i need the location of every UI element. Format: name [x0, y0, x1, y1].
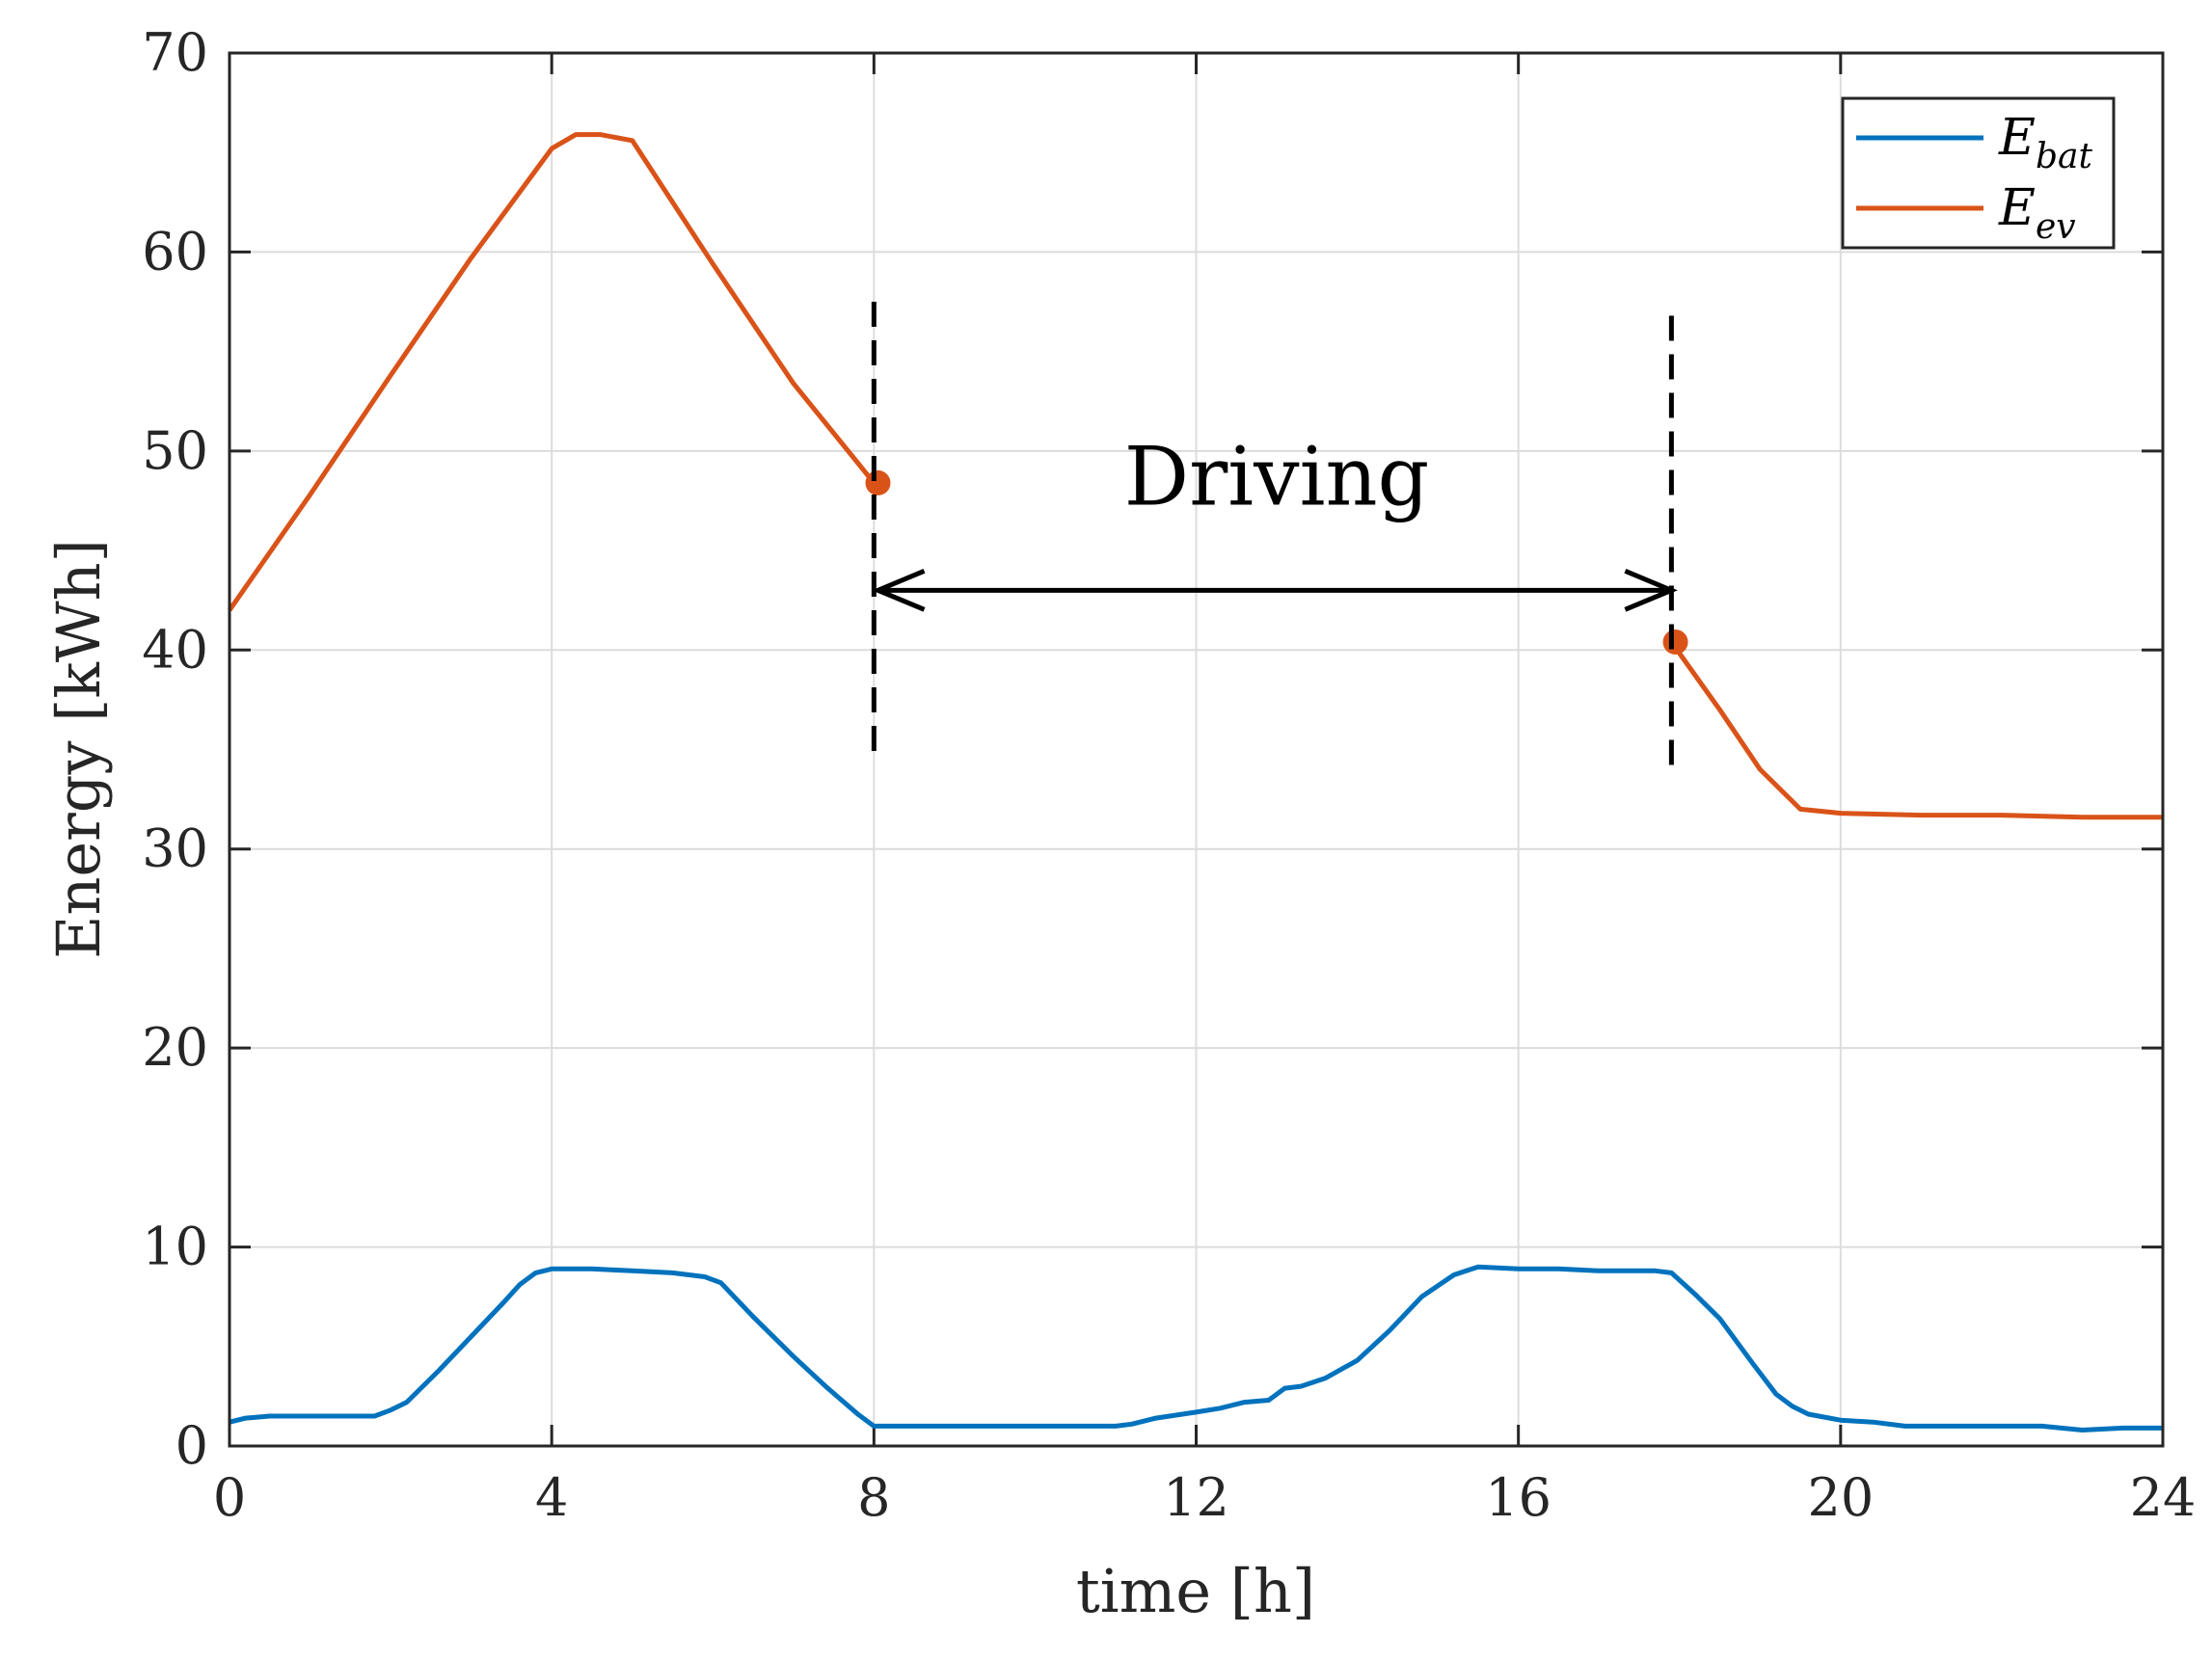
- y-tick-label: 40: [142, 619, 208, 680]
- x-tick-label: 4: [535, 1467, 568, 1528]
- legend-box: [1841, 96, 2116, 250]
- plot-frame: [228, 51, 2165, 1448]
- series-line-e-bat: [229, 1264, 2163, 1432]
- y-tick-label: 50: [142, 420, 208, 481]
- series-line-e-ev: [1669, 640, 2163, 820]
- driving-arrow-head-right: [1624, 569, 1678, 612]
- x-tick-label: 12: [1163, 1467, 1229, 1528]
- legend: Ebat Eev: [1841, 96, 2116, 250]
- y-tick-label: 0: [175, 1415, 208, 1476]
- series-marker-e-ev: [1662, 629, 1688, 656]
- series-marker-e-ev: [865, 469, 891, 495]
- x-axis-label: time [h]: [1076, 1556, 1315, 1626]
- driving-arrow-head-left: [872, 569, 926, 612]
- legend-label-e-bat: Ebat: [1998, 109, 2092, 176]
- annotation-layer: Driving: [871, 302, 1678, 776]
- tick-labels: 0 4 8 12 16 20 24 0 10 20 30 40 50 60 70: [142, 22, 2196, 1528]
- x-tick-label: 24: [2130, 1467, 2197, 1528]
- grid: [229, 53, 2163, 1446]
- y-tick-label: 60: [142, 221, 208, 281]
- y-axis-label: Energy [kWh]: [43, 539, 114, 959]
- legend-label-e-ev: Eev: [1998, 179, 2076, 247]
- x-tick-label: 20: [1807, 1467, 1874, 1528]
- driving-annotation: Driving: [1124, 430, 1430, 524]
- x-tick-label: 0: [213, 1467, 246, 1528]
- series-line-e-ev: [227, 132, 877, 612]
- x-tick-label: 16: [1485, 1467, 1551, 1528]
- y-tick-label: 10: [142, 1217, 208, 1277]
- y-tick-label: 20: [142, 1017, 208, 1078]
- y-tick-label: 70: [142, 22, 208, 83]
- x-tick-label: 8: [857, 1467, 890, 1528]
- y-tick-label: 30: [142, 818, 208, 879]
